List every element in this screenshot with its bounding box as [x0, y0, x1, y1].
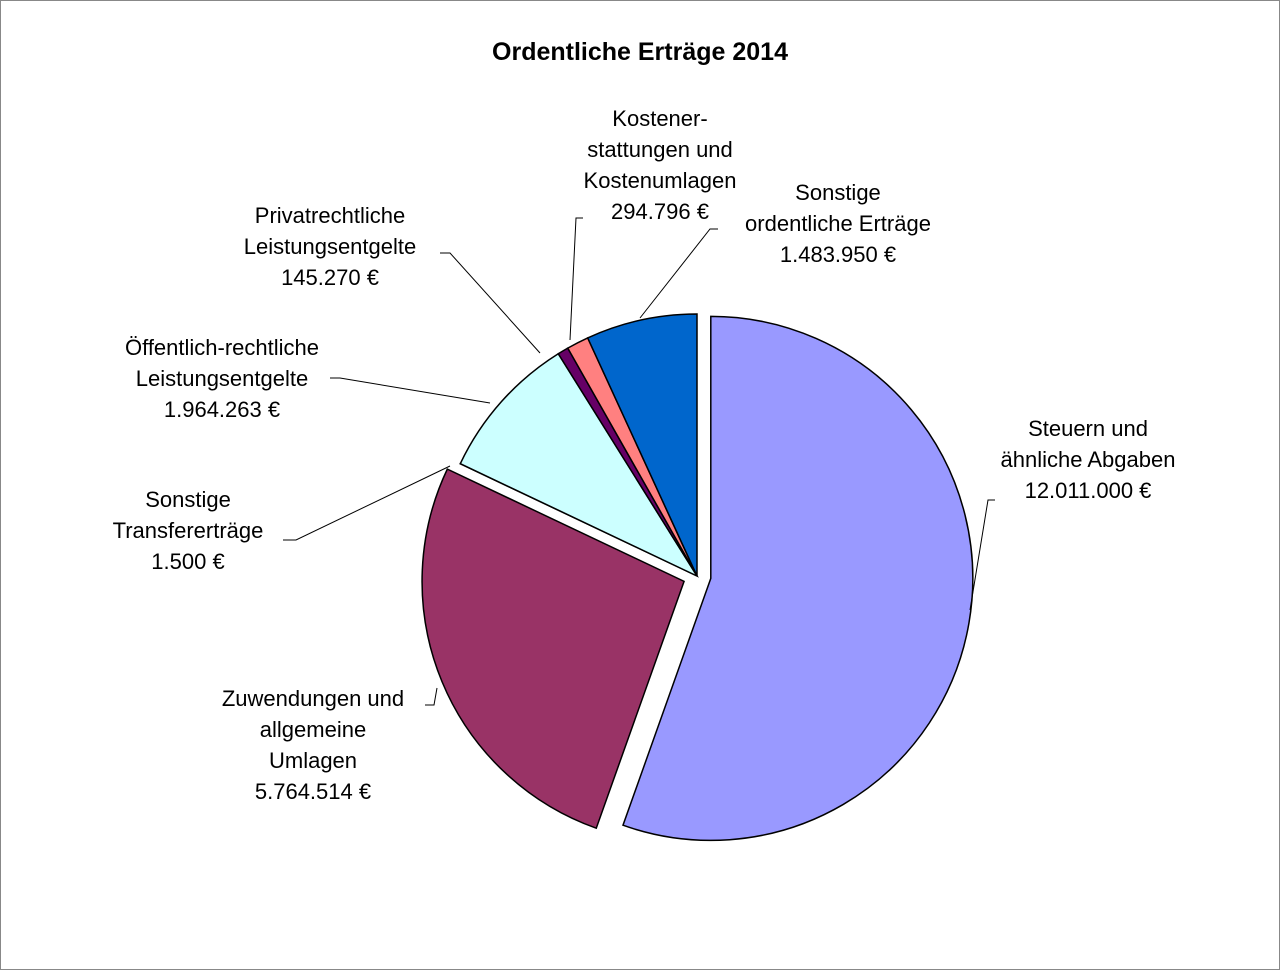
category-label: Sonstige ordentliche Erträge: [745, 180, 931, 236]
pie-slice: [586, 313, 698, 577]
slice-label: Sonstige Transfererträge 1.500 €: [113, 484, 264, 577]
category-label: Privatrechtliche Leistungsentgelte: [243, 203, 417, 259]
pie-slice: [421, 468, 686, 830]
category-label: Sonstige Transfererträge: [112, 487, 264, 543]
pie-slice: [459, 352, 699, 578]
slice-label: Steuern und ähnliche Abgaben 12.011.000 €: [1001, 413, 1176, 506]
value-label: 1.483.950 €: [779, 242, 897, 267]
value-label: 1.500 €: [151, 549, 225, 574]
slice-label: Öffentlich-rechtliche Leistungsentgelte 1…: [125, 332, 319, 425]
leader-line: [425, 687, 438, 706]
value-label: 1.964.263 €: [163, 397, 281, 422]
value-label: 12.011.000 €: [1024, 478, 1152, 503]
category-label: Zuwendungen und allgemeine Umlagen: [221, 686, 405, 773]
category-label: Kostener- stattungen und Kostenumlagen: [583, 106, 737, 193]
slice-label: Privatrechtliche Leistungsentgelte 145.27…: [244, 200, 416, 293]
leader-line: [330, 377, 491, 404]
slice-label: Sonstige ordentliche Erträge 1.483.950 €: [745, 177, 931, 270]
chart-title: Ordentliche Erträge 2014: [492, 38, 788, 66]
leader-line: [283, 465, 451, 541]
category-label: Steuern und ähnliche Abgaben: [1000, 416, 1176, 472]
pie-slice: [622, 315, 974, 842]
slice-label: Kostener- stattungen und Kostenumlagen 29…: [584, 103, 737, 227]
slice-label: Zuwendungen und allgemeine Umlagen 5.764.…: [222, 683, 404, 807]
leader-line: [440, 252, 541, 354]
leader-line: [639, 228, 718, 319]
value-label: 294.796 €: [611, 199, 709, 224]
leader-line: [569, 217, 583, 341]
value-label: 145.270 €: [281, 265, 379, 290]
leader-line: [969, 499, 995, 611]
value-label: 5.764.514 €: [254, 779, 372, 804]
category-label: Öffentlich-rechtliche Leistungsentgelte: [124, 335, 320, 391]
